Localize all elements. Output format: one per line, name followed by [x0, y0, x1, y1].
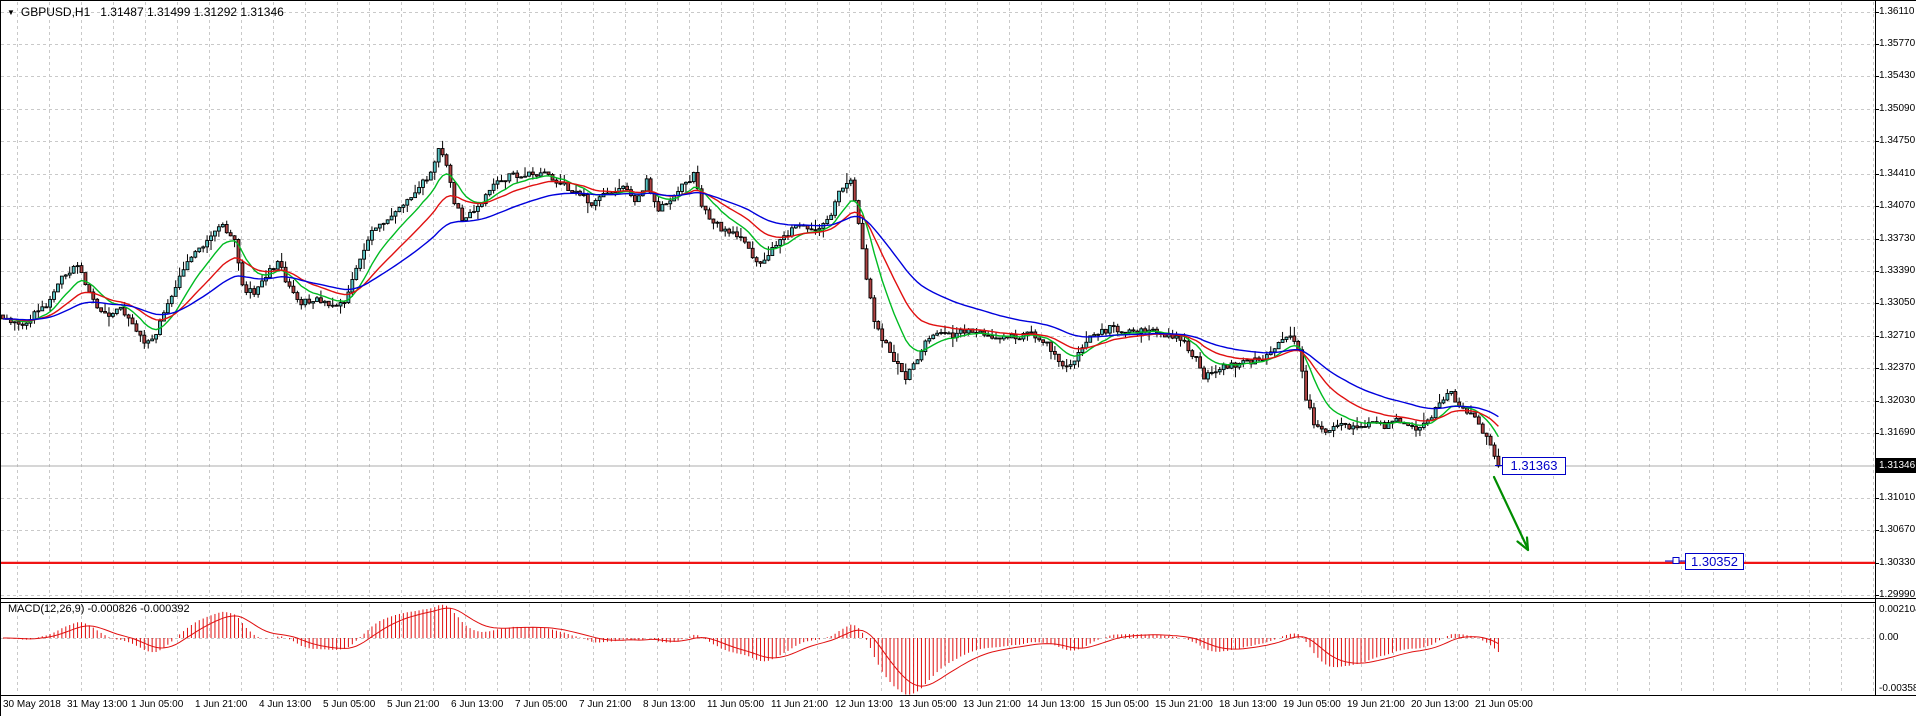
time-axis[interactable]: 30 May 2018 31 May 13:00 1 Jun 05:00 1 Jun …	[1, 698, 1916, 716]
price-axis-label: 1.30670	[1879, 524, 1916, 536]
time-axis-label: 12 Jun 13:00	[835, 699, 893, 710]
price-axis-label: 1.35770	[1879, 38, 1916, 50]
time-axis-label: 15 Jun 05:00	[1091, 699, 1149, 710]
macd-axis-label: 0.002104	[1879, 604, 1916, 615]
time-axis-label: 7 Jun 21:00	[579, 699, 632, 710]
time-axis-label: 15 Jun 21:00	[1155, 699, 1213, 710]
macd-axis-label: 0.00	[1879, 632, 1899, 643]
ma-fast-line	[2, 173, 1500, 438]
time-axis-label: 11 Jun 21:00	[771, 699, 829, 710]
price-axis-label: 1.33050	[1879, 297, 1916, 309]
candle-wicks	[2, 140, 1499, 468]
time-axis-label: 19 Jun 05:00	[1283, 699, 1341, 710]
time-axis-label: 20 Jun 13:00	[1411, 699, 1469, 710]
price-tag-annotation[interactable]: 1.31363	[1502, 457, 1566, 475]
time-axis-label: 14 Jun 13:00	[1027, 699, 1085, 710]
price-axis-label: 1.32030	[1879, 394, 1916, 406]
price-axis-label: 1.33730	[1879, 232, 1916, 244]
time-axis-label: 1 Jun 05:00	[131, 699, 184, 710]
macd-indicator-label: MACD(12,26,9) -0.000826 -0.000392	[8, 603, 190, 615]
time-axis-label: 13 Jun 21:00	[963, 699, 1021, 710]
time-axis-label: 18 Jun 13:00	[1219, 699, 1277, 710]
time-axis-label: 6 Jun 13:00	[451, 699, 504, 710]
trend-arrow[interactable]	[1492, 475, 1530, 552]
grid-lines	[1, 2, 1875, 694]
time-axis-label: 11 Jun 05:00	[707, 699, 765, 710]
time-axis-label: 13 Jun 05:00	[899, 699, 957, 710]
time-axis-label: 5 Jun 21:00	[387, 699, 440, 710]
price-axis-label: 1.35430	[1879, 70, 1916, 82]
price-axis-label: 1.35090	[1879, 102, 1916, 114]
macd-signal-line	[3, 607, 1499, 687]
candlesticks	[1, 148, 1501, 467]
price-axis-label: 1.34070	[1879, 200, 1916, 212]
target-anchor-handle[interactable]	[1672, 557, 1680, 564]
chart-title-bar: ▼ GBPUSD,H1 1.31487 1.31499 1.31292 1.3134…	[7, 5, 284, 19]
time-axis-label: 8 Jun 13:00	[643, 699, 696, 710]
panel-borders	[1, 1, 1916, 696]
chart-symbol-title: GBPUSD,H1	[20, 5, 91, 19]
price-axis-label: 1.30330	[1879, 556, 1916, 568]
time-axis-label: 5 Jun 05:00	[323, 699, 376, 710]
price-axis-label: 1.32370	[1879, 362, 1916, 374]
price-axis-label: 1.29990	[1879, 589, 1916, 601]
time-axis-label: 30 May 2018	[3, 699, 61, 710]
current-price-label: 1.31346	[1876, 458, 1916, 474]
target-price-annotation[interactable]: 1.30352	[1685, 553, 1744, 570]
price-axis-label: 1.31010	[1879, 492, 1916, 504]
price-axis-label: 1.32710	[1879, 329, 1916, 341]
chart-ohlc-values: 1.31487 1.31499 1.31292 1.31346	[100, 5, 284, 19]
price-axis-label: 1.34410	[1879, 167, 1916, 179]
price-axis-label: 1.31690	[1879, 427, 1916, 439]
time-axis-label: 21 Jun 05:00	[1475, 699, 1533, 710]
collapse-chart-icon[interactable]: ▼	[7, 8, 15, 17]
time-axis-label: 4 Jun 13:00	[259, 699, 312, 710]
time-axis-label: 19 Jun 21:00	[1347, 699, 1405, 710]
time-axis-label: 31 May 13:00	[67, 699, 128, 710]
price-axis[interactable]: 1.31346 1.36110 1.35770 1.35430 1.35090 1.34…	[1876, 1, 1916, 696]
ma-slow-line	[2, 191, 1499, 418]
price-axis-label: 1.34750	[1879, 135, 1916, 147]
ma-mid-line	[2, 180, 1499, 427]
time-axis-label: 1 Jun 21:00	[195, 699, 248, 710]
price-axis-label: 1.33390	[1879, 265, 1916, 277]
macd-histogram	[14, 604, 1499, 695]
macd-axis-label: -0.003582	[1879, 683, 1916, 694]
time-axis-label: 7 Jun 05:00	[515, 699, 568, 710]
price-axis-label: 1.36110	[1879, 5, 1915, 17]
